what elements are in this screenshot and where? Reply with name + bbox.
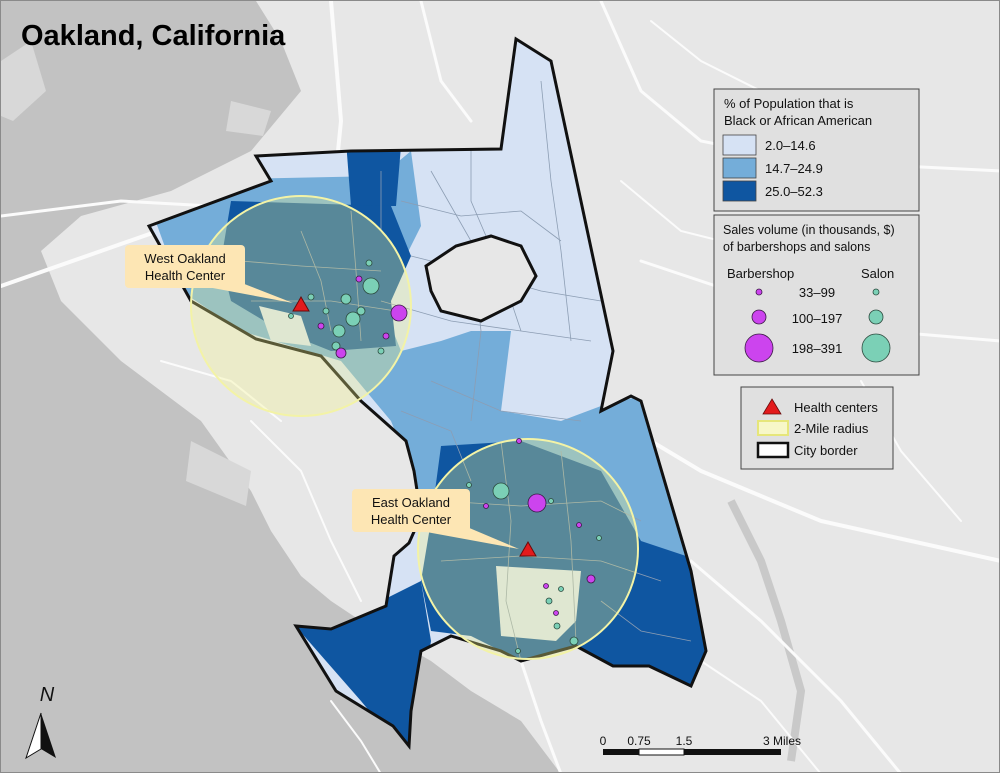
legend-swatch-mid [722, 157, 757, 179]
salon-point[interactable] [362, 277, 380, 295]
barbershop-point[interactable] [543, 583, 549, 589]
city-border [146, 36, 708, 750]
legend-population: % of Population that is Black or African… [713, 88, 920, 212]
callout-box [125, 245, 245, 288]
north-arrow-right [41, 713, 56, 758]
legend-barbershop-header: Barbershop [727, 266, 794, 281]
salon-point[interactable] [307, 293, 315, 301]
legend-swatch-high [722, 180, 757, 202]
scale-tick-1: 0.75 [627, 734, 651, 748]
salon-point[interactable] [331, 341, 341, 351]
legend-barbershop-large [744, 333, 774, 363]
legend-health-center-icon [762, 398, 782, 415]
tract-tier-high [346, 141, 401, 206]
legend-symbols: Health centers 2-Mile radius City border [740, 386, 894, 470]
barbershop-point[interactable] [553, 610, 559, 616]
scale-bar-segment [684, 749, 781, 755]
legend-title-line2: of barbershops and salons [723, 240, 870, 254]
callout-east-oakland: East Oakland Health Center [352, 489, 519, 549]
barbershop-point[interactable] [516, 438, 522, 444]
legend-title-line1: % of Population that is [724, 96, 854, 111]
salon-points [288, 259, 602, 654]
pier [186, 441, 251, 506]
legend-border-swatch [756, 441, 790, 459]
health-center-marker-east[interactable] [519, 540, 537, 557]
salon-point[interactable] [466, 482, 472, 488]
legend-title-line1: Sales volume (in thousands, $) [723, 223, 895, 237]
legend-size-medium: 100–197 [792, 311, 843, 326]
scale-tick-2: 1.5 [676, 734, 693, 748]
pier [226, 101, 271, 136]
legend-label-high: 25.0–52.3 [765, 184, 823, 199]
tract-boundaries [240, 80, 692, 662]
salon-point[interactable] [569, 636, 579, 646]
legend-size-large: 198–391 [792, 341, 843, 356]
barbershop-point[interactable] [586, 574, 596, 584]
scale-tick-3: 3 Miles [763, 734, 801, 748]
salon-point[interactable] [596, 535, 602, 541]
legend-radius-swatch [757, 420, 789, 436]
salon-point[interactable] [345, 311, 361, 327]
barbershop-points [317, 275, 596, 616]
piedmont-enclave [424, 234, 538, 323]
barbershop-point[interactable] [390, 304, 408, 322]
legend-border-label: City border [794, 443, 858, 458]
health-center-marker-west[interactable] [292, 295, 310, 312]
barbershop-point[interactable] [483, 503, 489, 509]
barbershop-point[interactable] [527, 493, 547, 513]
legend-sales: Sales volume (in thousands, $) of barber… [713, 214, 920, 376]
legend-swatch-low [722, 134, 757, 156]
callout-west-oakland: West Oakland Health Center [125, 245, 293, 303]
barbershop-point[interactable] [576, 522, 582, 528]
map-title: Oakland, California [21, 20, 286, 52]
tract-tier-low [496, 566, 581, 641]
barbershop-point[interactable] [382, 332, 390, 340]
legend-label-low: 2.0–14.6 [765, 138, 816, 153]
barbershop-point[interactable] [317, 322, 325, 330]
salon-point[interactable] [340, 293, 352, 305]
salon-point[interactable] [558, 586, 564, 592]
salon-point[interactable] [332, 324, 346, 338]
scale-bar-segment [603, 749, 639, 755]
legend-barbershop-small [755, 288, 763, 296]
legend-radius-label: 2-Mile radius [794, 421, 869, 436]
legend-label-mid: 14.7–24.9 [765, 161, 823, 176]
scale-tick-0: 0 [600, 734, 607, 748]
callout-box [352, 489, 470, 532]
salon-point[interactable] [322, 307, 330, 315]
pier [1, 41, 46, 121]
salon-point[interactable] [356, 306, 366, 316]
salon-point[interactable] [492, 482, 510, 500]
scale-bar: 0 0.75 1.5 3 Miles [600, 734, 801, 756]
legend-salon-medium [868, 309, 884, 325]
callout-text-line1: East Oakland [372, 495, 450, 510]
salon-point[interactable] [377, 347, 385, 355]
salon-point[interactable] [545, 597, 553, 605]
legend-title-line2: Black or African American [724, 113, 872, 128]
callout-text-line1: West Oakland [144, 251, 225, 266]
salon-point[interactable] [548, 498, 554, 504]
legend-health-centers-label: Health centers [794, 400, 878, 415]
tract-tier-low [259, 306, 311, 346]
salon-point[interactable] [553, 622, 561, 630]
salon-point[interactable] [365, 259, 373, 267]
legend-salon-small [872, 288, 880, 296]
salon-point[interactable] [515, 648, 521, 654]
legend-size-small: 33–99 [799, 285, 835, 300]
north-arrow: N [25, 684, 56, 760]
legend-salon-large [861, 333, 891, 363]
legend-barbershop-medium [751, 309, 767, 325]
barbershop-point[interactable] [355, 275, 363, 283]
north-label: N [40, 684, 55, 706]
legend-salon-header: Salon [861, 266, 894, 281]
estuary [727, 499, 806, 762]
callout-text-line2: Health Center [371, 512, 452, 527]
scale-bar-segment [638, 748, 685, 756]
salon-point[interactable] [288, 313, 294, 319]
callout-text-line2: Health Center [145, 268, 226, 283]
barbershop-point[interactable] [335, 347, 347, 359]
